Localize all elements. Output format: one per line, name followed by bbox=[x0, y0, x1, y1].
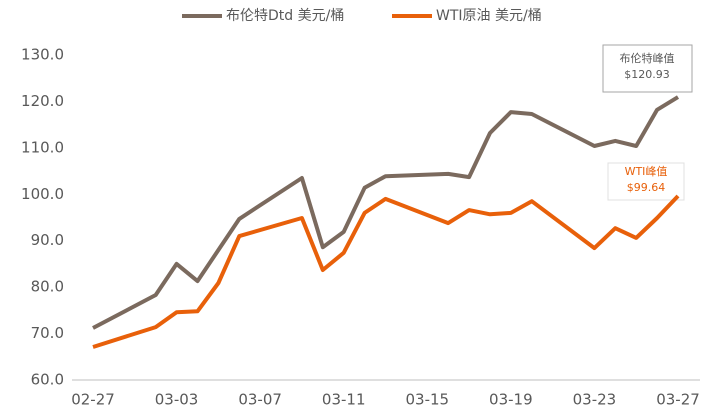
y-tick-label: 90.0 bbox=[31, 231, 64, 249]
legend-label: WTI原油 美元/桶 bbox=[436, 8, 542, 24]
x-tick-label: 03-11 bbox=[322, 391, 366, 409]
x-tick-label: 03-27 bbox=[656, 391, 700, 409]
y-tick-label: 70.0 bbox=[31, 324, 64, 342]
y-tick-label: 100.0 bbox=[21, 185, 64, 203]
annotation-box bbox=[607, 162, 685, 201]
y-tick-label: 120.0 bbox=[21, 92, 64, 110]
series-line bbox=[92, 194, 680, 349]
x-tick-label: 03-19 bbox=[489, 391, 533, 409]
x-tick-label: 03-15 bbox=[405, 391, 449, 409]
legend-label: 布伦特Dtd 美元/桶 bbox=[226, 8, 344, 24]
series-line bbox=[92, 95, 680, 330]
annotation-text: 布伦特峰值 bbox=[620, 51, 675, 65]
x-tick-label: 03-03 bbox=[155, 391, 199, 409]
y-tick-label: 130.0 bbox=[21, 46, 64, 64]
annotation-text: $120.93 bbox=[624, 68, 670, 81]
y-tick-label: 60.0 bbox=[31, 371, 64, 389]
x-tick-label: 03-23 bbox=[573, 391, 617, 409]
annotation-text: WTI峰值 bbox=[625, 165, 668, 178]
annotation-box bbox=[602, 44, 693, 93]
x-tick-label: 02-27 bbox=[71, 391, 115, 409]
y-tick-label: 110.0 bbox=[21, 138, 64, 156]
x-tick-label: 03-07 bbox=[238, 391, 282, 409]
y-tick-label: 80.0 bbox=[31, 278, 64, 296]
annotation-text: $99.64 bbox=[627, 181, 666, 194]
